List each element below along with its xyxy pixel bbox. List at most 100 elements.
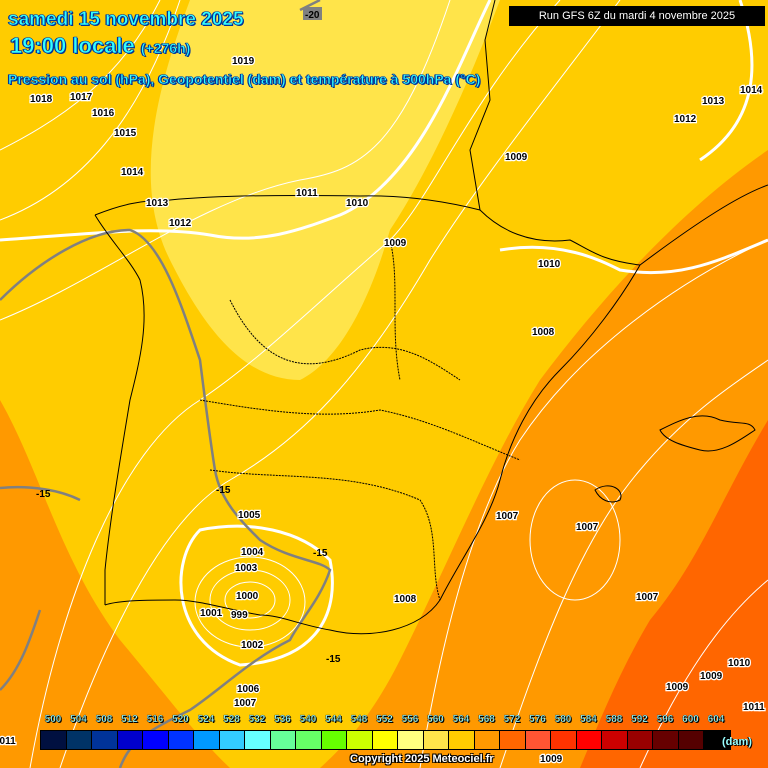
legend-swatch bbox=[143, 731, 169, 749]
legend-label: 536 bbox=[274, 714, 291, 725]
zone-556 bbox=[150, 0, 501, 380]
legend-label: 604 bbox=[707, 714, 725, 725]
legend-label: 552 bbox=[376, 714, 393, 725]
legend-swatch bbox=[66, 731, 92, 749]
legend-label: 588 bbox=[605, 714, 623, 725]
pressure-label: 1009 bbox=[700, 671, 723, 682]
legend-label: 544 bbox=[325, 714, 342, 725]
legend-label: 508 bbox=[95, 714, 113, 725]
pressure-label: 1011 bbox=[0, 736, 16, 747]
legend-label: 592 bbox=[631, 714, 648, 725]
pressure-label: 1017 bbox=[70, 92, 93, 103]
legend-label: 580 bbox=[554, 714, 572, 725]
temperature-label: -15 bbox=[216, 485, 231, 496]
legend-label: 516 bbox=[146, 714, 164, 725]
temperature-label: -15 bbox=[326, 654, 341, 665]
pressure-label: 1009 bbox=[384, 238, 407, 249]
pressure-label: 1015 bbox=[114, 128, 137, 139]
legend-label: 540 bbox=[299, 714, 317, 725]
pressure-label: 1012 bbox=[169, 218, 192, 229]
pressure-label: 1019 bbox=[232, 56, 255, 67]
pressure-label: 1011 bbox=[296, 188, 318, 199]
color-legend bbox=[40, 730, 731, 750]
legend-swatch bbox=[602, 731, 628, 749]
legend-label: 568 bbox=[478, 714, 495, 725]
pressure-label: 1014 bbox=[740, 85, 763, 96]
forecast-lead: (+276h) bbox=[140, 40, 191, 57]
pressure-label: 1018 bbox=[30, 94, 53, 105]
pressure-label: 1009 bbox=[540, 754, 563, 765]
temperature-label: -20 bbox=[305, 10, 320, 21]
legend-swatch bbox=[627, 731, 653, 749]
legend-label: 548 bbox=[350, 714, 368, 725]
pressure-label: 1002 bbox=[241, 640, 264, 651]
legend-swatch bbox=[194, 731, 220, 749]
pressure-label: 1007 bbox=[636, 592, 659, 603]
pressure-label: 1007 bbox=[234, 698, 257, 709]
legend-swatch bbox=[245, 731, 271, 749]
legend-label: 524 bbox=[197, 714, 215, 725]
pressure-label: 1011 bbox=[743, 702, 765, 713]
legend-swatch bbox=[117, 731, 143, 749]
legend-swatch bbox=[576, 731, 602, 749]
run-info: Run GFS 6Z du mardi 4 novembre 2025 bbox=[509, 6, 765, 26]
pressure-label: 1010 bbox=[346, 198, 369, 209]
temperature-label: -15 bbox=[36, 489, 51, 500]
legend-label: 556 bbox=[401, 714, 419, 725]
legend-label: 560 bbox=[427, 714, 444, 725]
legend-label: 520 bbox=[172, 714, 189, 725]
forecast-time: 19:00 locale (+276h) bbox=[10, 33, 191, 59]
zone-572-east bbox=[580, 420, 768, 768]
pressure-label: 1007 bbox=[576, 522, 599, 533]
legend-label: 584 bbox=[580, 714, 597, 725]
legend-label: 596 bbox=[656, 714, 674, 725]
pressure-label: 1008 bbox=[532, 327, 555, 338]
pressure-label: 1007 bbox=[496, 511, 519, 522]
pressure-label: 1009 bbox=[666, 682, 689, 693]
legend-swatch bbox=[270, 731, 296, 749]
legend-swatch bbox=[92, 731, 118, 749]
pressure-label: 1008 bbox=[394, 594, 417, 605]
map-subtitle: Pression au sol (hPa), Geopotentiel (dam… bbox=[8, 71, 481, 88]
legend-label: 576 bbox=[529, 714, 546, 725]
legend-swatch bbox=[678, 731, 704, 749]
temperature-labels: -20 -15 -15 -15 -15 bbox=[36, 7, 341, 665]
forecast-date: samedi 15 novembre 2025 bbox=[8, 9, 244, 31]
legend-swatch bbox=[704, 731, 730, 749]
pressure-label: 1013 bbox=[702, 96, 725, 107]
pressure-label: 1010 bbox=[538, 259, 561, 270]
legend-swatch bbox=[168, 731, 194, 749]
legend-label: 600 bbox=[682, 714, 699, 725]
pressure-label: 1013 bbox=[146, 198, 169, 209]
coastlines bbox=[94, 0, 768, 635]
legend-swatch bbox=[347, 731, 373, 749]
pressure-label: 1010 bbox=[728, 658, 751, 669]
pressure-label: 1005 bbox=[238, 510, 261, 521]
legend-swatch bbox=[551, 731, 577, 749]
legend-label: 500 bbox=[44, 714, 62, 725]
zone-568 bbox=[0, 400, 230, 768]
pressure-label: 1001 bbox=[200, 608, 223, 619]
pressure-label: 1016 bbox=[92, 108, 115, 119]
legend-swatch bbox=[398, 731, 424, 749]
legend-swatch bbox=[219, 731, 245, 749]
legend-unit: (dam) bbox=[722, 736, 752, 748]
legend-labels: 500 504 508 512 516 520 524 528 532 536 540 544 548 5… bbox=[40, 714, 730, 728]
legend-label: 532 bbox=[248, 714, 266, 725]
legend-swatch bbox=[321, 731, 347, 749]
pressure-label: 1014 bbox=[121, 167, 144, 178]
legend-swatch bbox=[653, 731, 679, 749]
legend-label: 504 bbox=[70, 714, 87, 725]
temperature-label: -15 bbox=[313, 548, 328, 559]
legend-swatch bbox=[423, 731, 449, 749]
legend-swatch bbox=[296, 731, 322, 749]
pressure-label: 999 bbox=[231, 610, 248, 621]
legend-label: 572 bbox=[503, 714, 521, 725]
pressure-label: 1009 bbox=[505, 152, 528, 163]
pressure-label: 1004 bbox=[241, 547, 264, 558]
legend-label: 528 bbox=[223, 714, 240, 725]
legend-swatch bbox=[474, 731, 500, 749]
legend-swatch bbox=[41, 731, 67, 749]
copyright: Copyright 2025 Meteociel.fr bbox=[350, 753, 494, 765]
pressure-label: 1003 bbox=[235, 563, 258, 574]
